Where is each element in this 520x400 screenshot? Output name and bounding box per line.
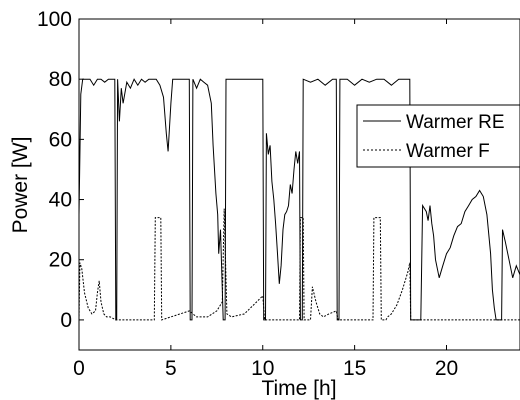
x-tick-label: 10: [251, 357, 274, 380]
series-line-warmer-re: [79, 78, 520, 321]
y-tick-label: 0: [60, 309, 72, 332]
x-tick-label: 5: [165, 357, 177, 380]
x-axis-label: Time [h]: [261, 377, 336, 400]
y-tick-label: 100: [37, 8, 72, 31]
legend-label-warmer-f: Warmer F: [406, 141, 490, 162]
y-axis-label: Power [W]: [9, 137, 32, 234]
y-tick-label: 60: [49, 128, 72, 151]
series-line-warmer-f: [79, 208, 520, 321]
legend-box: [356, 104, 520, 168]
y-tick-label: 40: [49, 189, 72, 212]
legend-label-warmer-re: Warmer RE: [406, 112, 505, 133]
y-tick-label: 20: [49, 249, 72, 272]
x-tick-label: 0: [73, 357, 85, 380]
legend: Warmer RE Warmer F: [356, 104, 520, 168]
x-tick-label: 20: [435, 357, 458, 380]
x-tick-label: 15: [343, 357, 366, 380]
y-tick-label: 80: [49, 68, 72, 91]
